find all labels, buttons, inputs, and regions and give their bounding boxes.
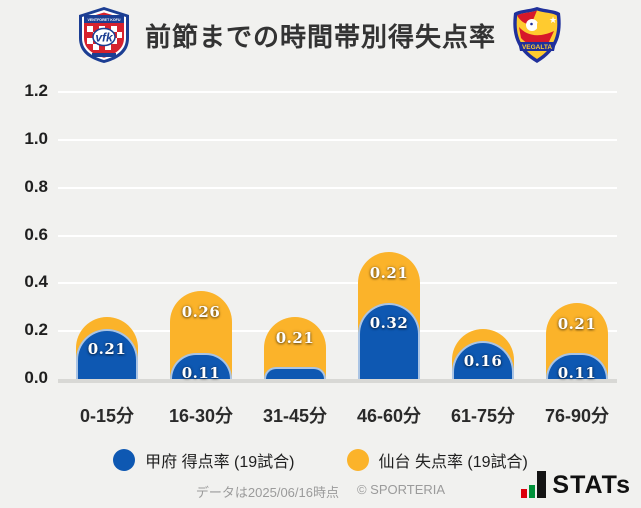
x-axis-category-label: 76-90分 xyxy=(544,406,610,426)
kofu-bar-segment xyxy=(264,367,326,379)
kofu-value-label: 0.16 xyxy=(463,352,503,370)
legend-item-kofu: 甲府 得点率 (19試合) xyxy=(113,448,295,472)
stats-brand-logo: STATs xyxy=(521,471,631,498)
kofu-bar-segment xyxy=(546,353,608,379)
legend: 甲府 得点率 (19試合) 仙台 失点率 (19試合) xyxy=(0,448,641,472)
kofu-monogram: vfk xyxy=(95,31,114,45)
gridline xyxy=(58,282,617,285)
bar-chart-icon xyxy=(521,471,547,498)
gridline xyxy=(58,330,617,333)
legend-label-kofu: 甲府 得点率 (19試合) xyxy=(145,454,295,471)
x-axis-category-label: 31-45分 xyxy=(262,406,328,426)
kofu-series-dot-icon xyxy=(113,449,136,471)
sendai-value-label: 0.21 xyxy=(369,264,409,282)
kofu-bar-segment xyxy=(358,303,420,379)
x-axis-category-label: 61-75分 xyxy=(450,406,516,426)
x-axis-category-label: 0-15分 xyxy=(79,406,135,426)
y-axis-tick-label: 0.6 xyxy=(24,224,48,244)
gridline xyxy=(58,234,617,237)
kofu-bar-segment xyxy=(76,329,138,379)
kofu-banner-text: VENTFORET KOFU xyxy=(88,18,121,22)
header: VENTFORET KOFU vfk 前節までの時間帯別得失点率 ★ VEGAL… xyxy=(0,6,641,64)
vegalta-sendai-crest-logo: ★ VEGALTA xyxy=(513,7,561,63)
gridline xyxy=(58,186,617,189)
y-axis-tick-label: 1.0 xyxy=(24,129,48,148)
vegalta-banner-text: VEGALTA xyxy=(522,44,552,51)
gridline xyxy=(58,91,617,94)
x-axis-category-label: 16-30分 xyxy=(168,406,234,426)
sendai-series-dot-icon xyxy=(346,449,369,471)
gridline xyxy=(58,139,617,141)
bar-chart: 0.0 0.2 0.4 0.6 0.8 1.0 1.2 0.21 0-15分 0.26 0.11 16… xyxy=(24,81,617,426)
legend-label-sendai: 仙台 失点率 (19試合) xyxy=(378,454,528,471)
sendai-value-label: 0.21 xyxy=(557,315,597,333)
ventforet-kofu-crest-logo: VENTFORET KOFU vfk xyxy=(78,7,129,63)
x-axis-baseline xyxy=(58,379,617,383)
data-date-note: データは2025/06/16時点 xyxy=(195,485,339,500)
y-axis-tick-label: 0.4 xyxy=(24,272,48,292)
y-axis-tick-label: 1.2 xyxy=(24,81,48,101)
footer-note: データは2025/06/16時点 © SPORTERIA xyxy=(0,482,641,501)
page-title: 前節までの時間帯別得失点率 xyxy=(144,21,496,52)
sendai-value-label: 0.21 xyxy=(275,329,315,347)
copyright: © SPORTERIA xyxy=(356,482,446,497)
kofu-value-label: 0.32 xyxy=(369,314,409,332)
y-axis-tick-label: 0.2 xyxy=(24,320,48,340)
legend-item-sendai: 仙台 失点率 (19試合) xyxy=(346,448,528,472)
y-axis-tick-label: 0.8 xyxy=(24,176,48,196)
x-axis-category-label: 46-60分 xyxy=(356,406,422,426)
kofu-value-label: 0.11 xyxy=(557,364,597,382)
kofu-value-label: 0.11 xyxy=(181,364,221,382)
y-axis-tick-label: 0.0 xyxy=(24,368,48,387)
sendai-value-label: 0.26 xyxy=(181,303,221,321)
brand-text: STATs xyxy=(552,471,631,499)
star-icon: ★ xyxy=(549,15,557,25)
kofu-value-label: 0.21 xyxy=(87,340,127,358)
